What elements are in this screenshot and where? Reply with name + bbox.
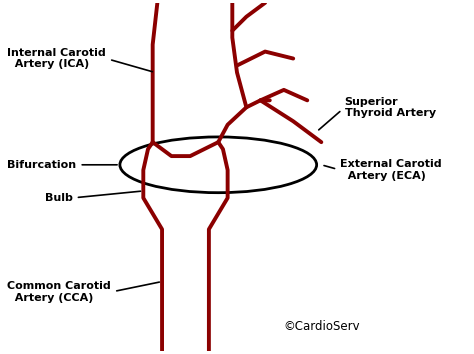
Text: Bifurcation: Bifurcation <box>8 160 117 170</box>
Text: External Carotid
  Artery (ECA): External Carotid Artery (ECA) <box>324 159 442 181</box>
Text: ©CardioServ: ©CardioServ <box>284 320 360 333</box>
Text: Internal Carotid
  Artery (ICA): Internal Carotid Artery (ICA) <box>8 48 152 72</box>
Text: Superior
Thyroid Artery: Superior Thyroid Artery <box>319 97 436 130</box>
Text: Bulb: Bulb <box>45 191 141 203</box>
Text: Common Carotid
  Artery (CCA): Common Carotid Artery (CCA) <box>8 281 159 303</box>
